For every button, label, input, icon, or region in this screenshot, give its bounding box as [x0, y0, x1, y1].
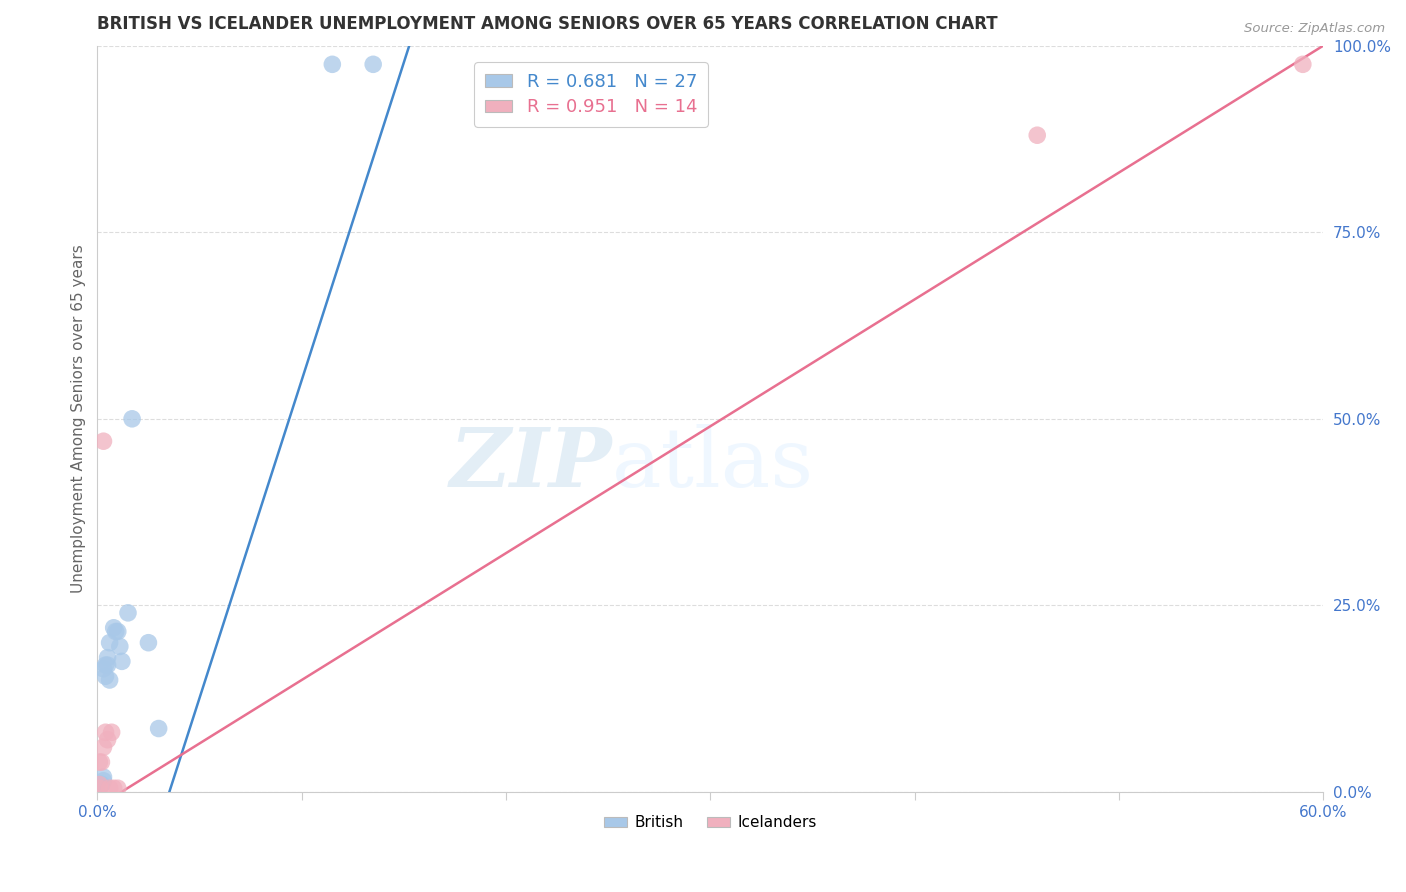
- Point: [111, 654, 134, 668]
- Point: [89, 779, 111, 793]
- Point: [148, 722, 170, 736]
- Point: [107, 624, 129, 639]
- Point: [98, 781, 121, 796]
- Point: [97, 732, 120, 747]
- Point: [94, 658, 117, 673]
- Point: [90, 777, 112, 791]
- Point: [103, 621, 125, 635]
- Y-axis label: Unemployment Among Seniors over 65 years: Unemployment Among Seniors over 65 years: [72, 244, 86, 593]
- Text: Source: ZipAtlas.com: Source: ZipAtlas.com: [1244, 22, 1385, 36]
- Point: [93, 740, 115, 755]
- Point: [94, 669, 117, 683]
- Point: [89, 780, 111, 794]
- Point: [90, 777, 112, 791]
- Point: [89, 781, 111, 796]
- Point: [108, 640, 131, 654]
- Point: [321, 57, 343, 71]
- Text: BRITISH VS ICELANDER UNEMPLOYMENT AMONG SENIORS OVER 65 YEARS CORRELATION CHART: BRITISH VS ICELANDER UNEMPLOYMENT AMONG …: [97, 15, 998, 33]
- Point: [100, 725, 122, 739]
- Point: [361, 57, 384, 71]
- Point: [103, 781, 125, 796]
- Point: [90, 755, 112, 769]
- Point: [107, 781, 129, 796]
- Point: [89, 777, 111, 791]
- Point: [121, 412, 143, 426]
- Point: [89, 781, 111, 796]
- Point: [97, 658, 120, 673]
- Text: atlas: atlas: [612, 424, 814, 504]
- Point: [98, 636, 121, 650]
- Point: [97, 650, 120, 665]
- Legend: British, Icelanders: British, Icelanders: [598, 809, 823, 837]
- Point: [93, 770, 115, 784]
- Point: [117, 606, 139, 620]
- Point: [93, 773, 115, 788]
- Point: [89, 755, 111, 769]
- Point: [90, 777, 112, 791]
- Point: [1026, 128, 1049, 143]
- Point: [138, 636, 160, 650]
- Point: [93, 434, 115, 449]
- Text: ZIP: ZIP: [450, 424, 612, 504]
- Point: [90, 777, 112, 791]
- Point: [1292, 57, 1315, 71]
- Point: [94, 725, 117, 739]
- Point: [98, 673, 121, 687]
- Point: [93, 662, 115, 676]
- Point: [104, 624, 127, 639]
